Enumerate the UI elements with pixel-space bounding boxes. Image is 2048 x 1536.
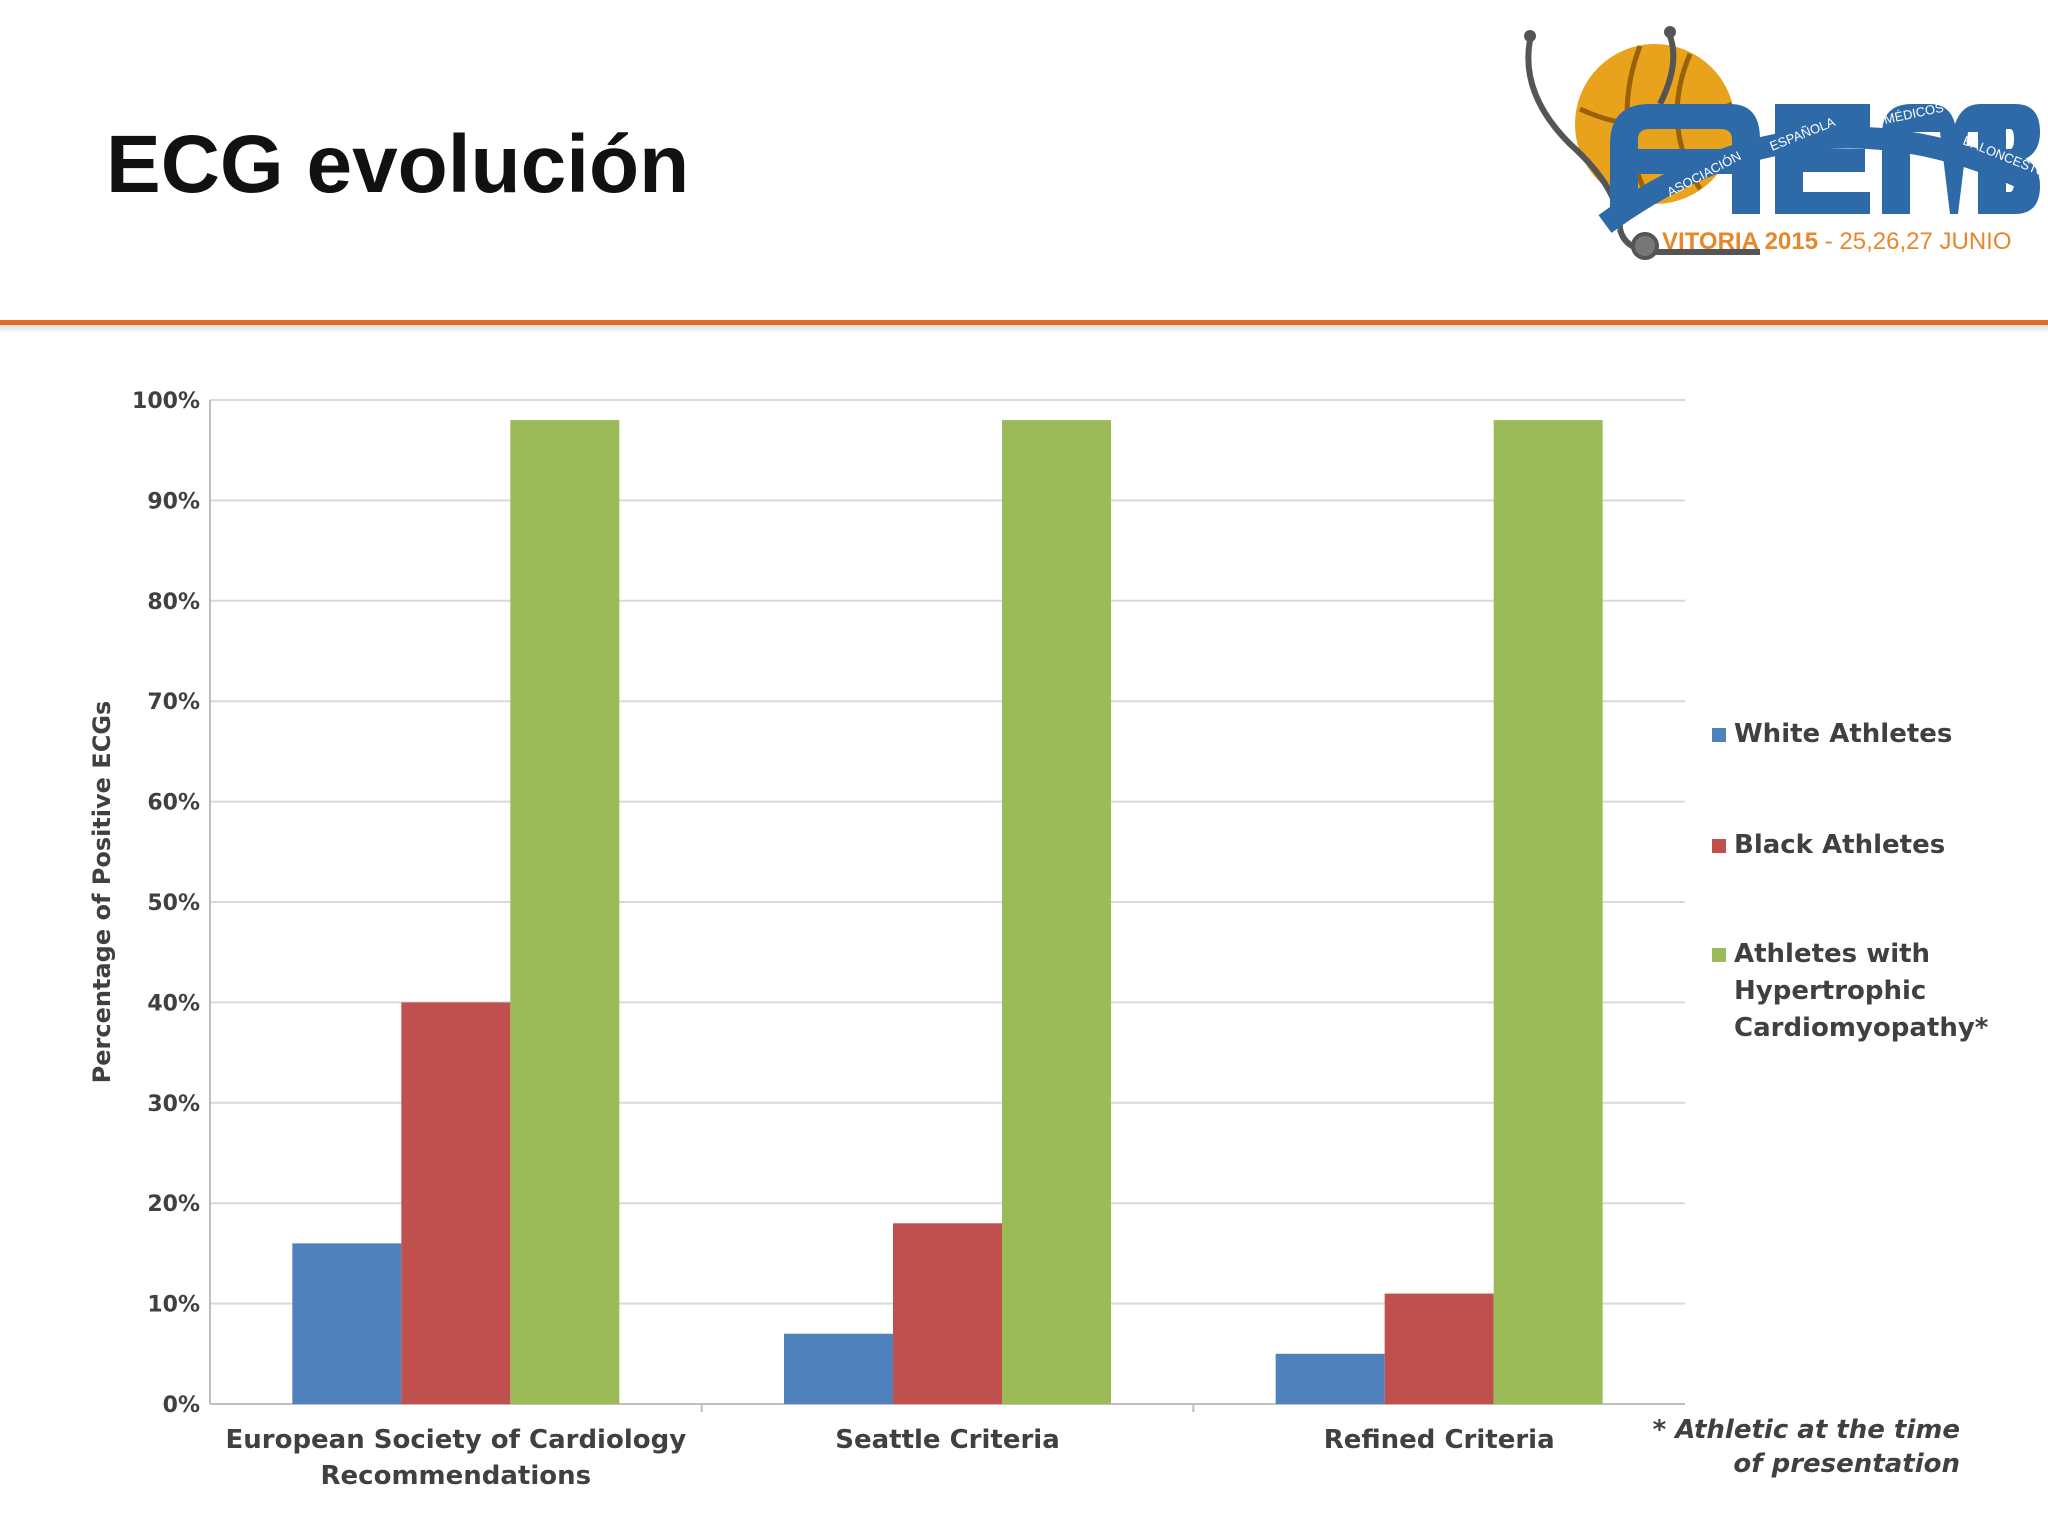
y-tick-label: 100% [132,389,200,414]
x-tick-label: Recommendations [321,1461,592,1491]
footnote-line: of presentation [1733,1449,1960,1479]
slide-title: ECG evolución [106,119,690,210]
y-tick-label: 60% [147,791,200,816]
logo-event-caption: VITORIA 2015 - 25,26,27 JUNIO [1662,228,2012,256]
bar [1493,420,1603,1404]
x-tick-label: European Society of Cardiology [225,1425,686,1455]
title-divider-shadow [0,325,2048,333]
legend-label: Black Athletes [1734,830,1945,860]
bar [1384,1293,1494,1404]
footnote-line: * Athletic at the time [1653,1415,1960,1445]
y-tick-label: 20% [147,1192,200,1217]
logo-event-place-year: VITORIA 2015 [1662,228,1819,255]
y-axis-ticks: 0% 10% 20% 30% 40% 50% 60% 70% 80% 90% 100% [132,389,200,1418]
y-tick-label: 10% [147,1293,200,1318]
x-tick-label: Seattle Criteria [835,1425,1060,1455]
legend-swatch [1712,839,1726,853]
bar [401,1002,511,1404]
y-tick-label: 50% [147,891,200,916]
bar-chart: 0% 10% 20% 30% 40% 50% 60% 70% 80% 90% 100% Europe… [88,389,1989,1491]
chart-legend: White Athletes Black Athletes Athletes wit… [1712,719,1989,1043]
title-divider [0,320,2048,325]
aemb-logo: ASOCIACIÓN ESPAÑOLA MÉDICOS BALONCESTO [1510,14,2048,264]
bar [510,420,620,1404]
chart-footnote: * Athletic at the time of presentation [1653,1415,1960,1479]
legend-label: White Athletes [1734,719,1952,749]
bar [784,1333,893,1404]
y-tick-label: 40% [147,991,200,1016]
x-tick-label: Refined Criteria [1324,1425,1555,1455]
bar [1275,1353,1385,1404]
y-tick-label: 70% [147,690,200,715]
legend-label: Athletes with [1734,939,1930,969]
chart-bars [292,420,1603,1404]
legend-label: Cardiomyopathy* [1734,1013,1989,1043]
bar [893,1223,1002,1404]
legend-swatch [1712,948,1726,962]
y-tick-label: 0% [163,1393,200,1418]
x-axis-labels: European Society of Cardiology Recommenda… [225,1425,1554,1491]
bar [1002,420,1111,1404]
bar [292,1243,402,1404]
aemb-logo-graphic: ASOCIACIÓN ESPAÑOLA MÉDICOS BALONCESTO [1524,26,2048,260]
legend-swatch [1712,728,1726,742]
y-tick-label: 80% [147,590,200,615]
logo-event-dates: - 25,26,27 JUNIO [1818,228,2012,255]
y-axis-title: Percentage of Positive ECGs [88,701,116,1084]
y-tick-label: 30% [147,1092,200,1117]
legend-label: Hypertrophic [1734,976,1926,1006]
y-tick-label: 90% [147,489,200,514]
